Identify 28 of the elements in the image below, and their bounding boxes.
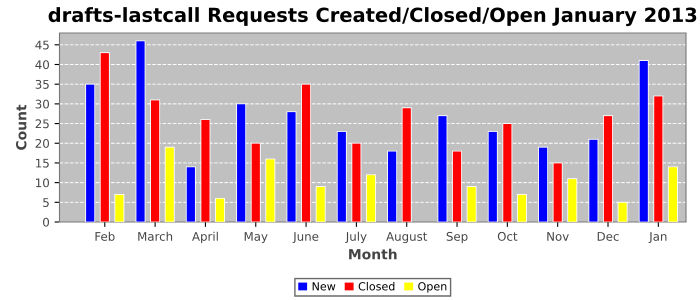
x-tick-label: Dec: [598, 232, 619, 241]
x-tick-label: Feb: [96, 232, 115, 241]
y-tick-label: 0: [43, 218, 49, 227]
x-tick-label: Jan: [648, 232, 666, 244]
x-tick-label: Nov: [547, 232, 569, 241]
y-tick-label: 5: [43, 198, 49, 207]
chart-title: drafts-lastcall Requests Created/Closed/Open January 2013: [48, 7, 696, 26]
legend-label: Open: [418, 282, 446, 293]
y-tick-label: 20: [36, 138, 49, 148]
x-tick-label: April: [192, 232, 218, 244]
x-tick-label: May: [244, 232, 268, 244]
y-tick-label: 10: [36, 178, 49, 188]
x-tick-label: March: [138, 232, 172, 241]
x-tick-label: July: [345, 232, 367, 244]
x-tick-label: Sep: [446, 232, 468, 244]
x-tick-label: August: [386, 232, 428, 244]
x-axis-title: Month: [349, 248, 397, 260]
y-tick-label: 35: [36, 80, 49, 89]
x-tick-label: Oct: [498, 232, 518, 241]
legend-label: New: [312, 282, 336, 291]
legend-label: Closed: [358, 282, 394, 291]
y-tick-label: 45: [35, 40, 49, 50]
y-axis-title: Count: [16, 104, 27, 150]
y-tick-label: 25: [36, 119, 49, 128]
y-tick-label: 40: [35, 60, 49, 70]
y-tick-label: 30: [36, 100, 49, 109]
x-tick-label: June: [292, 232, 318, 244]
y-tick-label: 15: [36, 158, 49, 168]
